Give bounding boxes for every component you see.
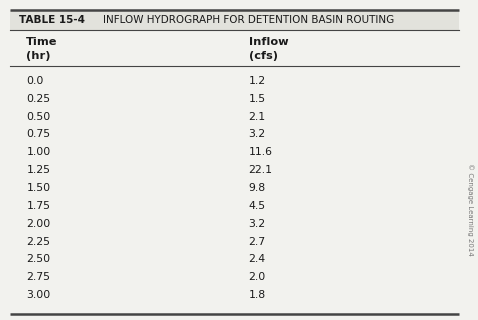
Text: 1.25: 1.25 [26,165,50,175]
Text: 1.8: 1.8 [249,290,266,300]
Text: 1.00: 1.00 [26,147,51,157]
Text: Time: Time [26,36,58,47]
Text: 11.6: 11.6 [249,147,272,157]
Text: 0.0: 0.0 [26,76,43,86]
Text: 0.75: 0.75 [26,130,50,140]
Text: 2.4: 2.4 [249,254,266,264]
Text: 2.7: 2.7 [249,236,266,246]
Text: 4.5: 4.5 [249,201,266,211]
Text: 2.1: 2.1 [249,112,266,122]
Text: 1.5: 1.5 [249,94,266,104]
Text: 22.1: 22.1 [249,165,272,175]
FancyBboxPatch shape [10,10,459,30]
Text: 2.0: 2.0 [249,272,266,282]
Text: (cfs): (cfs) [249,51,278,61]
Text: © Cengage Learning 2014: © Cengage Learning 2014 [467,163,474,256]
Text: 3.2: 3.2 [249,219,266,229]
Text: 0.50: 0.50 [26,112,51,122]
Text: 3.00: 3.00 [26,290,51,300]
Text: INFLOW HYDROGRAPH FOR DETENTION BASIN ROUTING: INFLOW HYDROGRAPH FOR DETENTION BASIN RO… [103,15,394,25]
Text: 2.00: 2.00 [26,219,51,229]
Text: 0.25: 0.25 [26,94,50,104]
Text: 1.50: 1.50 [26,183,50,193]
Text: TABLE 15-4: TABLE 15-4 [19,15,85,25]
Text: 2.50: 2.50 [26,254,50,264]
Text: 3.2: 3.2 [249,130,266,140]
Text: Inflow: Inflow [249,36,288,47]
Text: 2.75: 2.75 [26,272,50,282]
Text: 1.75: 1.75 [26,201,50,211]
Text: (hr): (hr) [26,51,51,61]
Text: 2.25: 2.25 [26,236,50,246]
Text: 1.2: 1.2 [249,76,266,86]
Text: 9.8: 9.8 [249,183,266,193]
